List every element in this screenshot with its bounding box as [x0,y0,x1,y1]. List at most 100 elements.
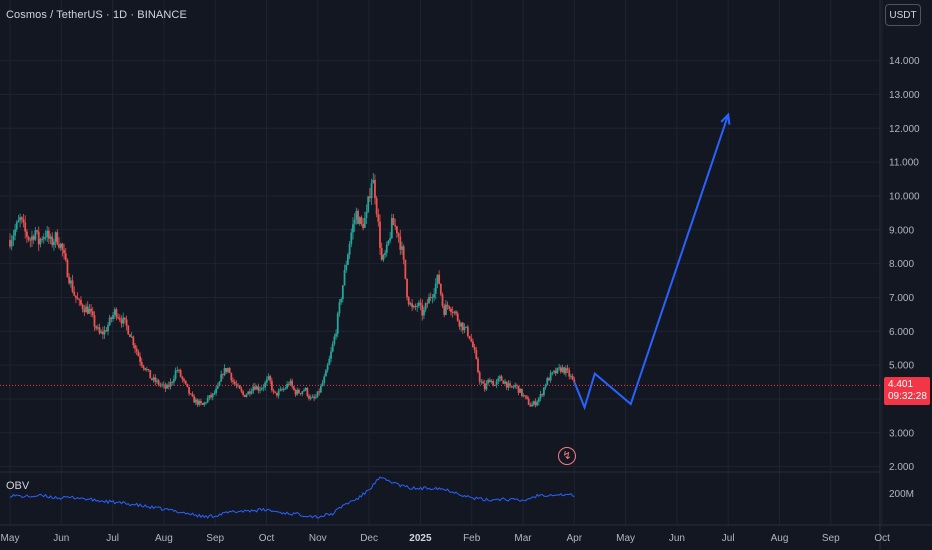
candle-body [81,304,84,310]
candle-body [500,376,503,381]
candle-body [504,381,506,384]
candle-body [287,383,290,385]
candle-body [573,379,576,383]
candle-body [157,380,160,385]
candle-body [313,396,316,399]
candle-body [389,238,392,241]
price-tick-label: 6.000 [889,327,914,338]
candlestick-series [9,172,576,408]
candle-body [318,391,321,393]
candle-body [493,385,496,386]
candle-body [238,385,241,389]
candle-body [71,280,74,292]
candle-body [424,303,427,310]
candle-body [502,380,505,384]
candle-body [252,386,255,392]
candle-body [446,304,449,307]
candle-body [113,309,116,315]
candle-body [466,326,469,337]
candle-body [134,345,136,349]
candle-body [485,383,488,390]
candle-body [151,378,153,380]
candle-body [377,213,380,222]
candle-body [338,302,341,314]
candle-body [208,395,211,399]
candle-body [216,385,219,389]
candle-body [429,297,432,298]
candle-body [53,241,55,246]
candle-body [83,309,86,313]
candle-body [472,341,474,348]
candle-body [564,368,567,374]
candle-body [521,388,523,396]
time-tick-label: Apr [567,533,583,544]
candle-body [353,219,356,225]
candle-body [250,391,253,394]
candle-body [336,313,339,334]
candle-body [460,322,463,327]
candle-body [76,297,79,300]
candle-body [103,330,106,335]
candle-body [227,368,229,372]
candle-body [96,327,99,329]
candle-body [54,232,57,242]
candle-body [274,391,277,393]
candle-body [566,368,569,371]
candle-body [554,370,557,374]
candle-body [156,380,158,382]
candle-body [568,370,571,377]
time-tick-label: Jun [669,533,685,544]
lightning-icon[interactable]: ↯ [558,447,576,465]
candle-body [526,396,528,399]
candle-body [194,399,197,403]
candle-body [414,305,417,307]
candle-body [536,402,539,406]
candle-body [549,373,552,381]
candle-body [169,381,172,387]
candle-body [563,367,566,374]
candle-body [505,381,508,388]
price-tick-label: 5.000 [889,361,914,372]
candle-body [100,331,103,334]
candle-body [482,381,484,384]
candle-body [428,297,430,304]
symbol-title[interactable]: Cosmos / TetherUS · 1D · BINANCE [6,9,187,21]
candle-body [172,378,175,383]
candle-body [510,385,513,387]
candle-body [281,389,283,391]
candle-body [291,380,294,387]
candle-body [402,246,405,260]
candle-body [259,389,261,391]
candle-body [431,297,434,299]
currency-button[interactable]: USDT [885,4,921,26]
time-tick-label: May [1,533,20,544]
candle-body [340,298,343,303]
obv-indicator-label[interactable]: OBV [6,480,30,492]
candle-body [360,217,363,225]
candle-body [423,309,425,316]
time-tick-label: Aug [155,533,173,544]
candle-body [51,236,54,246]
candle-body [492,380,495,386]
candle-body [32,236,35,240]
candle-body [237,385,239,387]
candle-body [235,384,238,386]
candle-body [396,226,398,234]
candle-body [507,383,510,388]
candle-body [264,382,267,388]
candle-body [25,231,28,237]
candle-body [375,198,378,214]
candle-body [365,211,368,218]
candle-body [10,240,13,247]
obv-line [9,476,575,519]
candle-body [120,319,123,324]
candle-body [345,264,348,271]
candle-body [279,389,282,391]
price-tick-label: 10.000 [889,191,920,202]
candle-body [401,246,403,250]
candle-body [20,217,23,220]
candle-body [183,378,185,381]
candle-body [308,395,310,399]
candle-body [68,277,71,284]
